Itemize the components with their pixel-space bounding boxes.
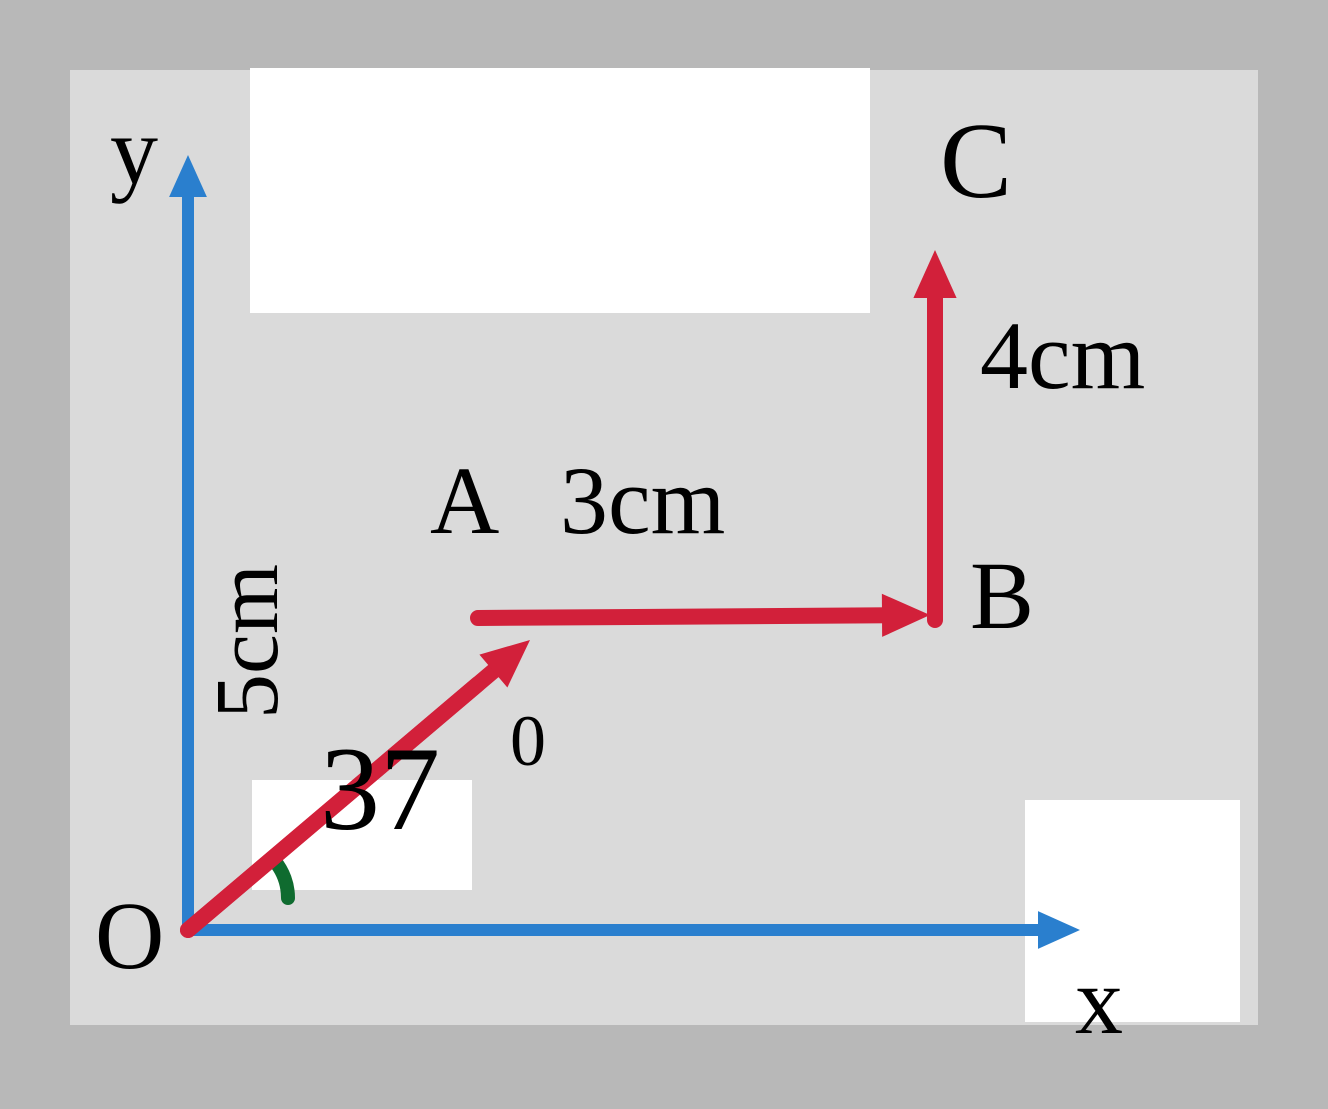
bg-cutout-0: [250, 68, 870, 313]
origin-label: O: [95, 880, 164, 991]
length-ab-label: 3cm: [560, 445, 725, 556]
y-axis-label: y: [110, 95, 158, 206]
length-bc-label: 4cm: [980, 300, 1145, 411]
angle-degree-mark: 0: [510, 700, 546, 783]
point-c-label: C: [940, 100, 1012, 224]
point-b-label: B: [970, 540, 1034, 651]
length-oa-label: 5cm: [196, 564, 299, 719]
bg-cutout-2: [1025, 800, 1240, 1022]
vector-ab-line: [478, 615, 904, 618]
x-axis-label: x: [1075, 945, 1123, 1056]
point-a-label: A: [430, 445, 499, 556]
angle-value-label: 37: [320, 720, 440, 858]
